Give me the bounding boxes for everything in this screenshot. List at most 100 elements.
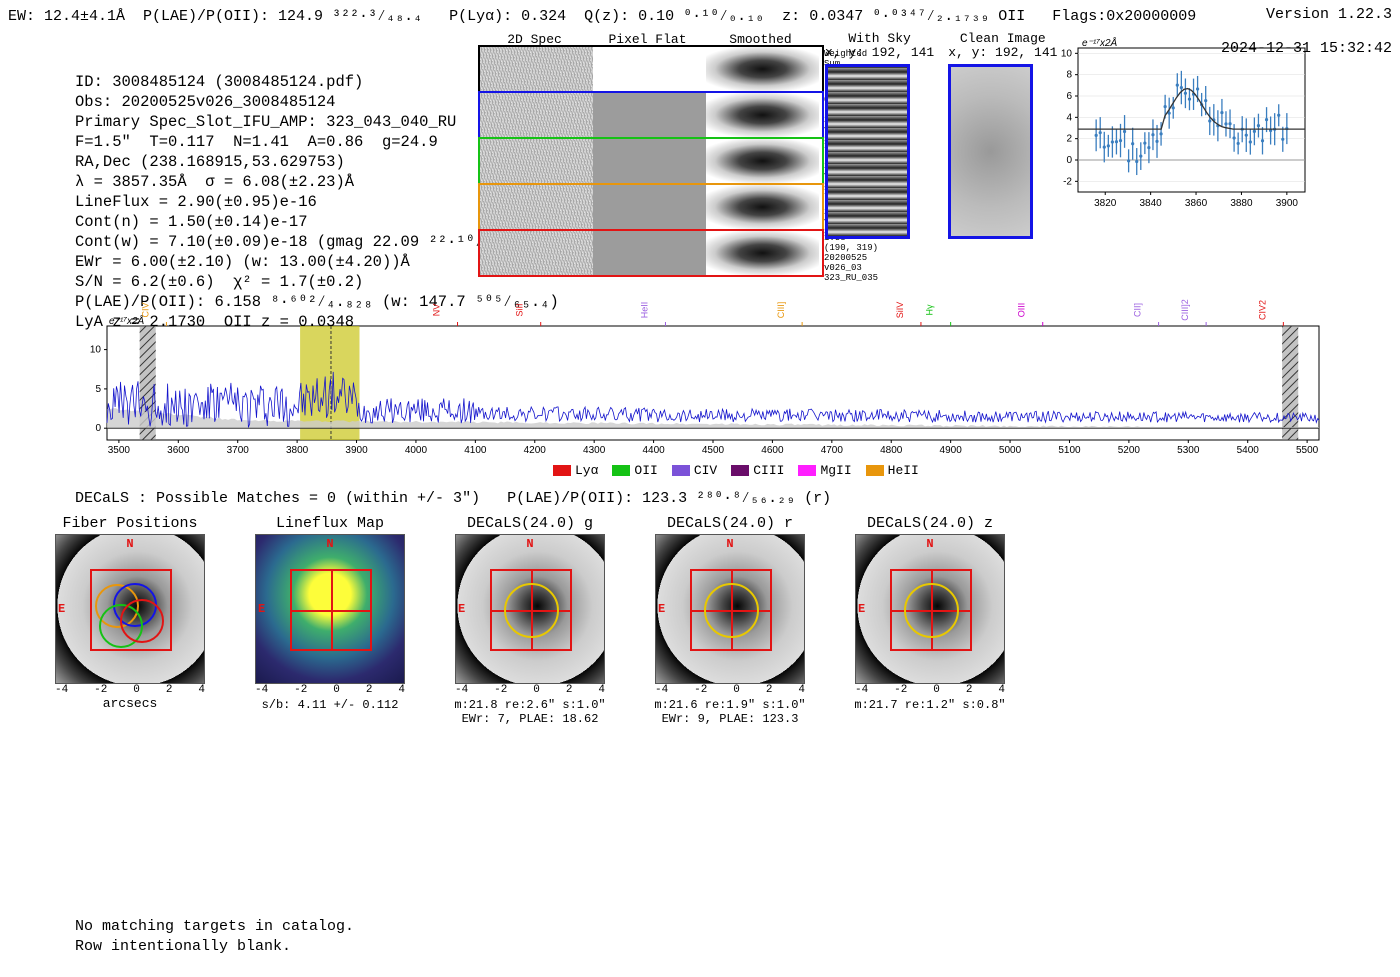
svg-text:5200: 5200 [1118,445,1141,456]
axis-tick-label: 2 [166,684,173,696]
smoothed-thumbnail [706,93,819,137]
east-label: E [458,602,465,616]
decals-panels-container: Fiber Positions N E -4 -2 0 2 4 arcsecs Lineflux … [30,515,1030,726]
legend-swatch-ciii [731,465,749,476]
axis-tick-label: 4 [998,684,1005,696]
svg-text:5: 5 [95,384,101,395]
decals-panel-2: DECaLS(24.0) g N E -4 -2 0 2 4 m:21.8 re:2.6" s:… [430,515,630,726]
east-label: E [258,602,265,616]
legend-item-mgii: MgII [798,463,851,478]
smoothed-thumbnail [706,185,819,229]
svg-text:10: 10 [1061,48,1073,59]
svg-text:3900: 3900 [345,445,368,456]
axis-tick-label: 0 [733,684,740,696]
axis-tick-label: 2 [366,684,373,696]
axis-tick-label: -2 [694,684,707,696]
svg-text:CIII]: CIII] [776,302,786,319]
x-axis-ticks: -4 -2 0 2 4 [255,684,405,696]
legend-item-civ: CIV [672,463,717,478]
axis-tick-label: 4 [198,684,205,696]
panel-subtext: m:21.7 re:1.2" s:0.8" [830,698,1030,712]
axis-tick-label: -2 [494,684,507,696]
decals-panel-title: DECaLS(24.0) z [830,515,1030,532]
line-profile-chart: -2 0 2 4 6 8 10 3820 3840 3860 3880 3900 e⁻¹⁷x2Å [1048,38,1313,218]
svg-text:SiIV: SiIV [895,302,905,319]
decals-panel-1: Lineflux Map N E -4 -2 0 2 4 s/b: 4.11 +/- 0.112 [230,515,430,726]
north-label: N [726,537,733,551]
spec-row-blue: 0.15"(192, 141)20200525v026_01323_RU_015 [478,91,824,139]
pixel-flat-thumbnail [593,47,706,91]
svg-text:4900: 4900 [940,445,963,456]
svg-text:4800: 4800 [880,445,903,456]
svg-text:3820: 3820 [1094,198,1117,209]
pixel-flat-thumbnail [593,93,706,137]
svg-text:SiII: SiII [515,303,525,316]
legend-swatch-mgii [798,465,816,476]
legend-swatch-heii [866,465,884,476]
x-axis-ticks: -4 -2 0 2 4 [455,684,605,696]
axis-tick-label: 4 [798,684,805,696]
legend-item-oii: OII [612,463,657,478]
svg-text:3880: 3880 [1230,198,1253,209]
axis-tick-label: -2 [294,684,307,696]
legend-item-ciii: CIII [731,463,784,478]
decals-panel-title: DECaLS(24.0) r [630,515,830,532]
legend-label-civ: CIV [694,463,717,478]
svg-text:3700: 3700 [227,445,250,456]
svg-text:5400: 5400 [1237,445,1260,456]
svg-text:CIV: CIV [140,302,150,317]
two-d-spec-thumbnail [480,139,593,183]
legend-swatch-civ [672,465,690,476]
svg-text:3500: 3500 [108,445,131,456]
svg-text:10: 10 [90,345,102,356]
bottom-notes: No matching targets in catalog. Row inten… [75,877,354,977]
svg-text:4100: 4100 [464,445,487,456]
clean-image-image [948,64,1033,239]
clean-image-panel: Clean Image x, y: 192, 141 [948,32,1057,239]
east-label: E [58,602,65,616]
north-label: N [526,537,533,551]
two-d-spec-thumbnail [480,185,593,229]
legend-item-lyα: Lyα [553,463,598,478]
svg-text:e⁻¹⁷x2Å: e⁻¹⁷x2Å [109,314,145,327]
svg-text:5300: 5300 [1177,445,1200,456]
decals-panel-title: Lineflux Map [230,515,430,532]
svg-text:3900: 3900 [1276,198,1299,209]
aperture-circle [904,583,959,638]
panel-subtext: m:21.8 re:2.6" s:1.0" EWr: 7, PLAE: 18.62 [430,698,630,726]
main-spectrum-chart[interactable]: 0 5 10 e⁻¹⁷x2Å 3500 3600 3700 3800 3900 4000 4100 4… [75,320,1325,460]
with-sky-panel: With Sky x, y: 192, 141 [825,32,934,239]
spec-row-black: WeightedSum [478,45,824,93]
spectrum-legend: Lyα OII CIV CIII MgII HeII [553,463,919,478]
svg-text:3800: 3800 [286,445,309,456]
axis-tick-label: -4 [855,684,868,696]
svg-text:3860: 3860 [1185,198,1208,209]
svg-text:4500: 4500 [702,445,725,456]
axis-tick-label: -4 [455,684,468,696]
axis-tick-label: 4 [398,684,405,696]
pixel-flat-thumbnail [593,231,706,275]
axis-tick-label: -2 [94,684,107,696]
svg-text:3840: 3840 [1140,198,1163,209]
axis-tick-label: 0 [533,684,540,696]
svg-text:4: 4 [1066,112,1072,123]
svg-text:4700: 4700 [821,445,844,456]
svg-text:NV: NV [432,304,442,317]
pixel-flat-thumbnail [593,185,706,229]
svg-text:4400: 4400 [642,445,665,456]
legend-item-heii: HeII [866,463,919,478]
east-label: E [658,602,665,616]
svg-text:CIII]2: CIII]2 [1180,299,1190,321]
north-label: N [926,537,933,551]
spec-row-label: 1.38"(190, 319)20200525v026_03323_RU_035 [824,233,880,283]
spec-row-green: 1.38"(192, 150)20200525v026_02323_RU_016 [478,137,824,185]
axis-tick-label: -2 [894,684,907,696]
axis-tick-label: -4 [55,684,68,696]
